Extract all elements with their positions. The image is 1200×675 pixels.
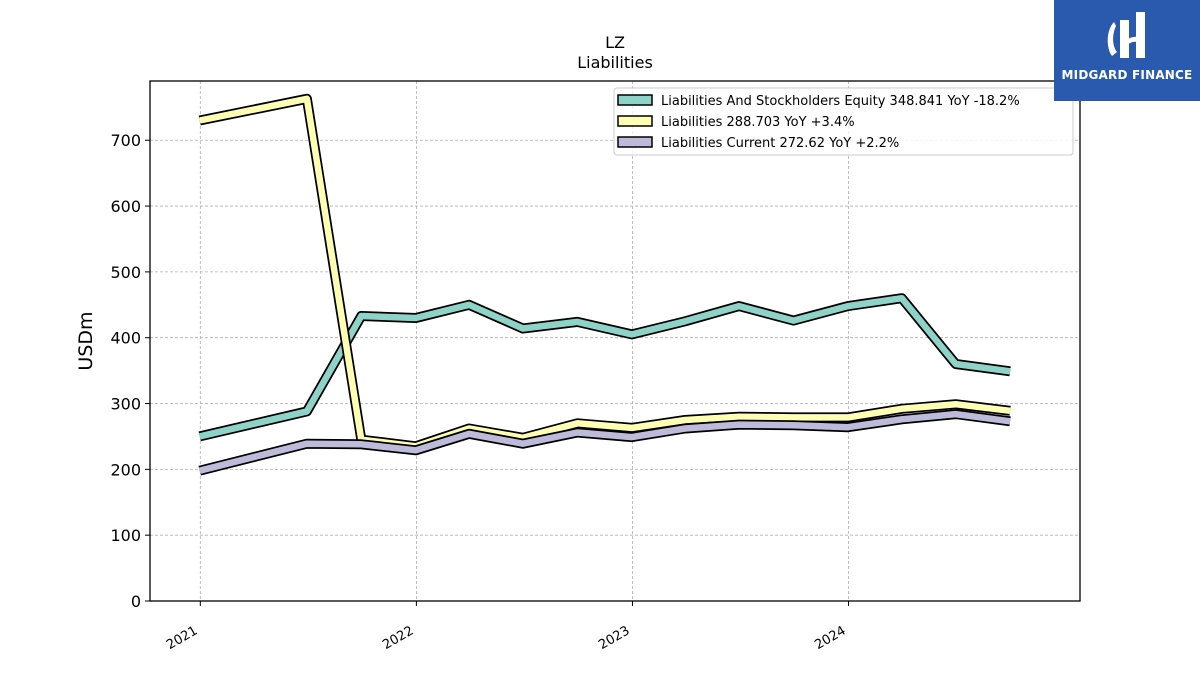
y-tick-label: 700 [110, 131, 141, 150]
y-axis-ticks: 0 100 200 300 400 500 600 700 [110, 131, 150, 611]
x-axis-ticks: 2021 2022 2023 2024 [164, 601, 850, 653]
legend: Liabilities And Stockholders Equity 348.… [613, 87, 1074, 156]
series-lines [198, 93, 1011, 476]
y-tick-label: 500 [110, 263, 141, 282]
y-axis-label: USDm [75, 311, 97, 370]
x-tick-label: 2022 [380, 623, 416, 653]
legend-swatch [617, 136, 653, 148]
legend-box [613, 87, 1074, 156]
logo-text: MIDGARD FINANCE [1061, 68, 1193, 82]
legend-entry: Liabilities And Stockholders Equity 348.… [661, 94, 1020, 109]
legend-entry: Liabilities Current 272.62 YoY +2.2% [661, 136, 899, 151]
y-tick-label: 100 [110, 526, 141, 545]
y-tick-label: 200 [110, 460, 141, 479]
grid [150, 81, 1080, 602]
y-tick-label: 600 [110, 197, 141, 216]
plot-frame [149, 80, 1081, 602]
x-tick-label: 2021 [164, 623, 200, 653]
chart-title: LZ [605, 33, 625, 52]
x-tick-label: 2023 [596, 623, 632, 653]
chart-subtitle: Liabilities [577, 53, 653, 72]
legend-swatch [617, 115, 653, 127]
legend-entry: Liabilities 288.703 YoY +3.4% [661, 115, 855, 130]
y-tick-label: 300 [110, 395, 141, 414]
y-tick-label: 0 [131, 592, 141, 611]
series-0-line [198, 294, 1011, 440]
x-tick-label: 2024 [812, 623, 848, 653]
series-2-line [198, 410, 1011, 474]
legend-swatch [617, 94, 653, 106]
midgard-finance-logo: MIDGARD FINANCE [1054, 0, 1200, 101]
midgard-logo-icon [1107, 12, 1145, 58]
y-tick-label: 400 [110, 329, 141, 348]
